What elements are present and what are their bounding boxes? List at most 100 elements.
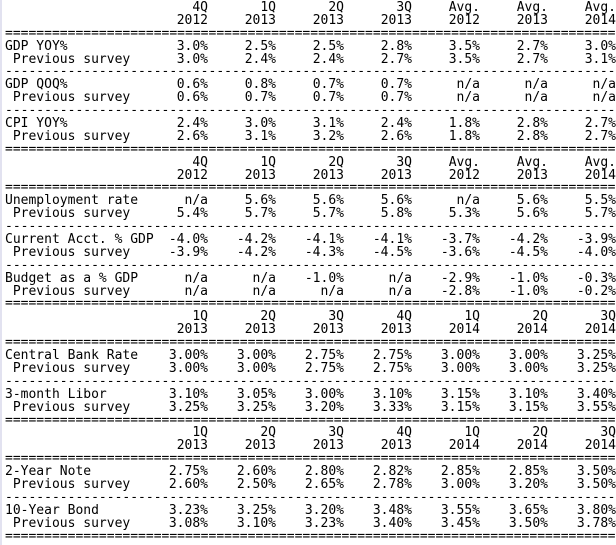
- row-label: 2-Year Note: [5, 464, 92, 480]
- cell-value: 2.75%: [168, 464, 208, 480]
- cell-value: -2.9%: [440, 270, 480, 286]
- cell-value: n/a: [252, 283, 276, 299]
- equals-separator: ========================================…: [5, 27, 616, 41]
- cell-value: 2.4%: [244, 51, 276, 67]
- column-header: Avg.: [516, 0, 548, 15]
- cell-value: 3.40%: [372, 515, 412, 531]
- table-row: Budget as a % GDP n/a n/a -1.0% n/a -2.9% -1.0…: [5, 270, 616, 286]
- cell-value: n/a: [388, 270, 412, 286]
- cell-value: 3.25%: [236, 399, 276, 415]
- cell-value: 3.00%: [236, 348, 276, 364]
- cell-value: 3.2%: [312, 128, 344, 144]
- cell-value: 3.55%: [576, 399, 616, 415]
- cell-value: 0.8%: [244, 77, 276, 93]
- table-row: GDP QOQ% 0.6% 0.8% 0.7% 0.7% n/a n/a n/a: [5, 77, 616, 93]
- cell-value: 5.6%: [516, 193, 548, 209]
- column-header: 2013: [176, 438, 208, 454]
- cell-value: -2.8%: [440, 283, 480, 299]
- column-header: Avg.: [448, 154, 480, 170]
- cell-value: 3.10%: [508, 386, 548, 402]
- cell-value: 3.78%: [576, 515, 616, 531]
- cell-value: 2.75%: [372, 348, 412, 364]
- column-header: 2013: [176, 322, 208, 338]
- cell-value: n/a: [252, 270, 276, 286]
- cell-value: 2.50%: [236, 476, 276, 492]
- cell-value: 3.5%: [448, 38, 480, 54]
- cell-value: 5.7%: [244, 206, 276, 222]
- forecast-section-bond-yields: 1Q 2Q 3Q 4Q 1Q 2Q 3Q 2013 2013 2013 2013 2014 2014 20…: [5, 425, 616, 544]
- cell-value: 2.60%: [236, 464, 276, 480]
- cell-value: 3.00%: [440, 476, 480, 492]
- column-header: 2Q: [260, 309, 276, 325]
- column-header: 2Q: [532, 309, 548, 325]
- header-row-years: 2012 2013 2013 2013 2012 2013 2014: [5, 167, 616, 183]
- column-header: 2014: [584, 322, 616, 338]
- column-header: 1Q: [260, 0, 276, 15]
- cell-value: 3.1%: [312, 116, 344, 132]
- cell-value: 2.4%: [312, 51, 344, 67]
- row-label: Budget as a % GDP: [5, 270, 139, 286]
- column-header: 4Q: [396, 309, 412, 325]
- cell-value: -4.2%: [236, 244, 276, 260]
- cell-value: 3.50%: [576, 476, 616, 492]
- header-row-years: 2012 2013 2013 2013 2012 2013 2014: [5, 12, 616, 28]
- cell-value: -0.3%: [576, 270, 616, 286]
- column-header: 2013: [312, 167, 344, 183]
- cell-value: 2.8%: [516, 116, 548, 132]
- column-header: 2013: [380, 167, 412, 183]
- table-row: Previous survey 5.4% 5.7% 5.7% 5.8% 5.3% 5.6% 5…: [5, 206, 616, 222]
- table-row: 2-Year Note 2.75% 2.60% 2.80% 2.82% 2.85% 2.85…: [5, 464, 616, 480]
- cell-value: 3.1%: [244, 128, 276, 144]
- cell-value: 3.23%: [168, 502, 208, 518]
- table-row: Previous survey n/a n/a n/a n/a -2.8% -1.0% -0.…: [5, 283, 616, 299]
- table-row: 3-month Libor 3.10% 3.05% 3.00% 3.10% 3.15% 3.…: [5, 386, 616, 402]
- cell-value: 3.00%: [236, 360, 276, 376]
- cell-value: 3.1%: [584, 51, 616, 67]
- header-row-quarters: 4Q 1Q 2Q 3Q Avg. Avg. Avg.: [5, 0, 616, 15]
- cell-value: -4.5%: [372, 244, 412, 260]
- column-header: 3Q: [328, 425, 344, 441]
- cell-value: 0.7%: [244, 90, 276, 106]
- column-header: 3Q: [328, 309, 344, 325]
- column-header: 1Q: [192, 425, 208, 441]
- cell-value: 3.25%: [576, 348, 616, 364]
- cell-value: n/a: [184, 270, 208, 286]
- forecast-section-economic-indicators-external: 4Q 1Q 2Q 3Q Avg. Avg. Avg. 2012 2013 2013 2013 2012…: [5, 154, 616, 312]
- table-row: 10-Year Bond 3.23% 3.25% 3.20% 3.48% 3.55% 3.6…: [5, 502, 616, 518]
- cell-value: 3.15%: [440, 386, 480, 402]
- row-label: CPI YOY%: [5, 116, 68, 132]
- column-header: 2Q: [532, 425, 548, 441]
- cell-value: 2.65%: [304, 476, 344, 492]
- cell-value: 3.00%: [440, 348, 480, 364]
- column-header: 1Q: [464, 425, 480, 441]
- equals-separator: ========================================…: [5, 182, 616, 196]
- table-row: Previous survey 0.6% 0.7% 0.7% 0.7% n/a n/a n/a: [5, 90, 616, 106]
- cell-value: -1.0%: [508, 283, 548, 299]
- column-header: 2013: [516, 12, 548, 28]
- table-row: Current Acct. % GDP -4.0% -4.2% -4.1% -4.1% -…: [5, 233, 616, 247]
- cell-value: 3.15%: [508, 399, 548, 415]
- column-header: 1Q: [192, 309, 208, 325]
- equals-separator: ========================================…: [5, 530, 616, 544]
- cell-value: 3.00%: [508, 360, 548, 376]
- cell-value: 1.8%: [448, 128, 480, 144]
- column-header: 2014: [448, 438, 480, 454]
- cell-value: 3.23%: [304, 515, 344, 531]
- column-header: 2014: [516, 438, 548, 454]
- cell-value: 0.6%: [176, 90, 208, 106]
- cell-value: 3.0%: [584, 38, 616, 54]
- row-label: Previous survey: [5, 90, 131, 106]
- cell-value: n/a: [592, 77, 616, 93]
- cell-value: 2.6%: [380, 128, 412, 144]
- equals-separator: ========================================…: [5, 414, 616, 428]
- forecast-sections-container: 4Q 1Q 2Q 3Q Avg. Avg. Avg. 2012 2013 2013 2013 2012…: [5, 0, 616, 544]
- column-header: 2013: [380, 322, 412, 338]
- column-header: 2014: [516, 322, 548, 338]
- cell-value: n/a: [320, 283, 344, 299]
- cell-value: 3.20%: [304, 399, 344, 415]
- cell-value: 3.50%: [508, 515, 548, 531]
- equals-separator: ========================================…: [5, 453, 616, 467]
- column-header: Avg.: [516, 154, 548, 170]
- cell-value: 3.80%: [576, 502, 616, 518]
